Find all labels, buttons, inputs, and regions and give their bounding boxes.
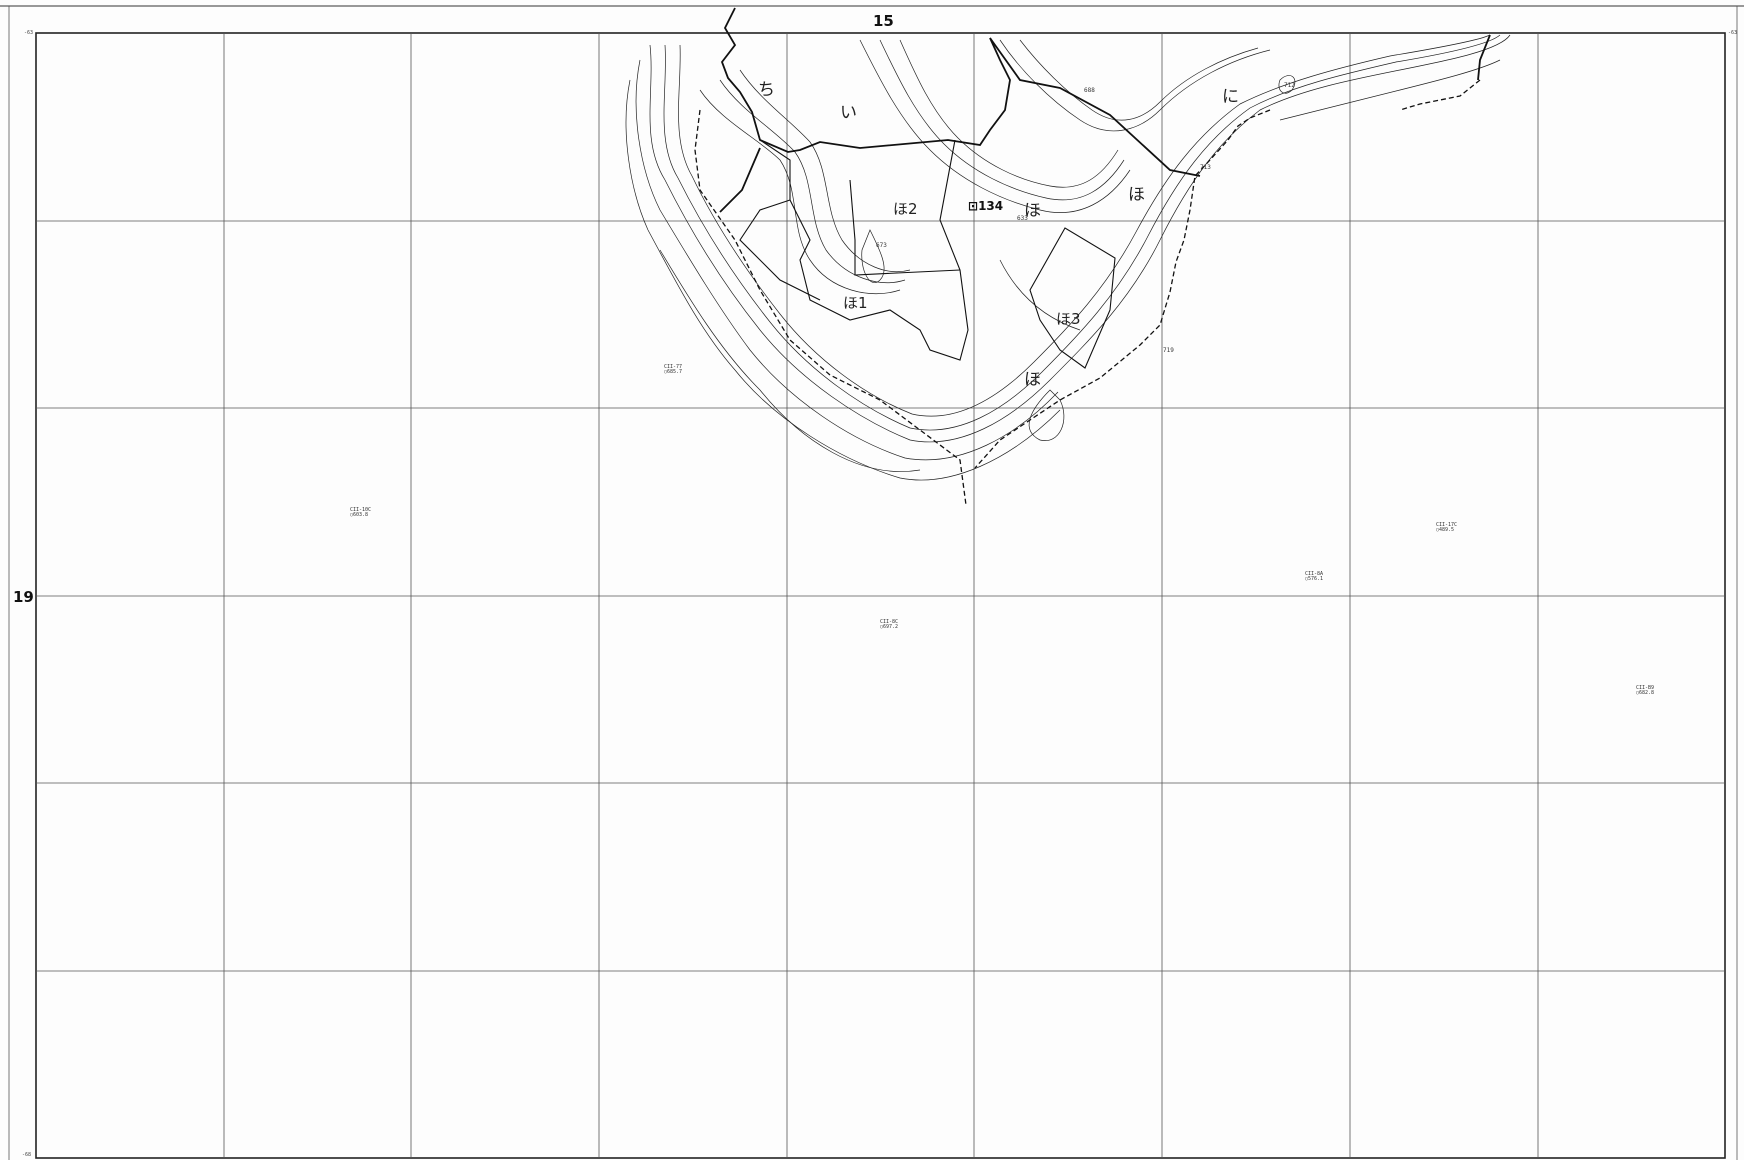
kana-label: ほ1 xyxy=(843,294,868,312)
elevation-mark: 719 xyxy=(1163,347,1174,354)
boundary-line xyxy=(719,147,761,213)
survey-point-value-text: 697.2 xyxy=(883,624,899,630)
survey-point-value: ○576.1 xyxy=(1305,576,1324,582)
survey-point-value: ○489.5 xyxy=(1436,527,1455,533)
kana-label: ほ3 xyxy=(1056,310,1081,328)
contour-line xyxy=(625,79,1061,481)
survey-point: CII-10C ○603.8 xyxy=(350,508,371,518)
map-frame xyxy=(35,32,1726,1159)
survey-point-code: CII-10C xyxy=(350,507,372,513)
survey-point-value-text: 489.5 xyxy=(1439,527,1455,533)
contour-line xyxy=(1279,59,1501,121)
boundary-line xyxy=(989,37,1201,177)
survey-point-value-text: 685.7 xyxy=(667,369,683,375)
survey-point: CII-8C ○697.2 xyxy=(880,620,898,630)
kana-label: い xyxy=(840,103,857,123)
contour-line xyxy=(678,34,1491,417)
survey-point-value: ○682.8 xyxy=(1636,690,1655,696)
stream-line xyxy=(694,109,967,506)
stream-lines xyxy=(694,79,1481,506)
survey-point: CII-17C ○489.5 xyxy=(1436,523,1457,533)
elevation-mark: 633 xyxy=(1017,215,1028,222)
survey-point-code: CII-77 xyxy=(664,364,683,370)
kana-label: に xyxy=(1222,87,1239,107)
contour-line xyxy=(999,259,1081,331)
contour-line xyxy=(659,249,921,472)
survey-point-value-text: 576.1 xyxy=(1308,576,1324,582)
kana-label: ち xyxy=(758,80,775,100)
parcel-number: 134 xyxy=(978,199,1004,213)
contour-line xyxy=(1278,75,1296,94)
contour-line xyxy=(635,59,1059,461)
elevation-mark: 673 xyxy=(876,242,887,249)
edge-mark-bottom-left: -68 xyxy=(22,1152,32,1158)
contour-line xyxy=(861,229,885,283)
contour-line xyxy=(879,39,1125,201)
edge-mark-top-left: -63 xyxy=(24,30,34,36)
parcel-outline xyxy=(1029,227,1116,369)
elevation-mark: 688 xyxy=(1084,87,1095,94)
survey-point-code: CII-B9 xyxy=(1636,685,1655,691)
contour-line xyxy=(739,69,911,273)
survey-point-value: ○685.7 xyxy=(664,369,683,375)
grid-label-left: 19 xyxy=(13,588,34,606)
elevation-mark: 713 xyxy=(1200,164,1211,171)
contour-line xyxy=(699,89,901,295)
survey-point: CII-77 ○685.7 xyxy=(664,365,682,375)
survey-point-value: ○697.2 xyxy=(880,624,899,630)
kana-label: ほ xyxy=(1024,201,1041,221)
parcel-outlines xyxy=(739,139,1116,369)
kana-label: ほ2 xyxy=(893,200,918,218)
stream-line xyxy=(1399,79,1481,111)
elevation-mark: 712 xyxy=(1284,82,1295,89)
stream-line xyxy=(974,109,1271,469)
kana-label: ほ xyxy=(1024,370,1041,390)
contour-line xyxy=(859,39,1131,213)
coordinate-grid xyxy=(36,33,1725,1158)
survey-point-code: CII-8C xyxy=(880,619,899,625)
parcel-outline xyxy=(849,179,961,276)
property-boundaries xyxy=(719,7,1491,213)
grid-label-top: 15 xyxy=(873,12,894,30)
survey-point: CII-8A ○576.1 xyxy=(1305,572,1323,582)
kana-label: ほ xyxy=(1128,185,1145,205)
boundary-line xyxy=(1477,34,1491,81)
survey-point: CII-B9 ○682.8 xyxy=(1636,686,1654,696)
contour-line xyxy=(1019,39,1259,121)
contour-line xyxy=(1028,389,1065,441)
survey-point-code: CII-17C xyxy=(1436,522,1458,528)
parcel-number-label: ⊡134 xyxy=(968,199,1004,213)
contour-line xyxy=(663,34,1501,431)
survey-point-value-text: 682.8 xyxy=(1639,690,1655,696)
survey-point-value: ○603.8 xyxy=(350,512,369,518)
contour-lines xyxy=(625,34,1511,481)
contour-line xyxy=(649,34,1511,443)
edge-mark-top-right: -63 xyxy=(1728,30,1738,36)
boundary-line xyxy=(720,7,1011,153)
survey-point-code: CII-8A xyxy=(1305,571,1324,577)
parcel-outline xyxy=(739,199,821,301)
contour-line xyxy=(899,39,1119,188)
parcel-outline xyxy=(759,139,969,361)
contour-line xyxy=(719,79,906,283)
survey-point-value-text: 603.8 xyxy=(353,512,369,518)
